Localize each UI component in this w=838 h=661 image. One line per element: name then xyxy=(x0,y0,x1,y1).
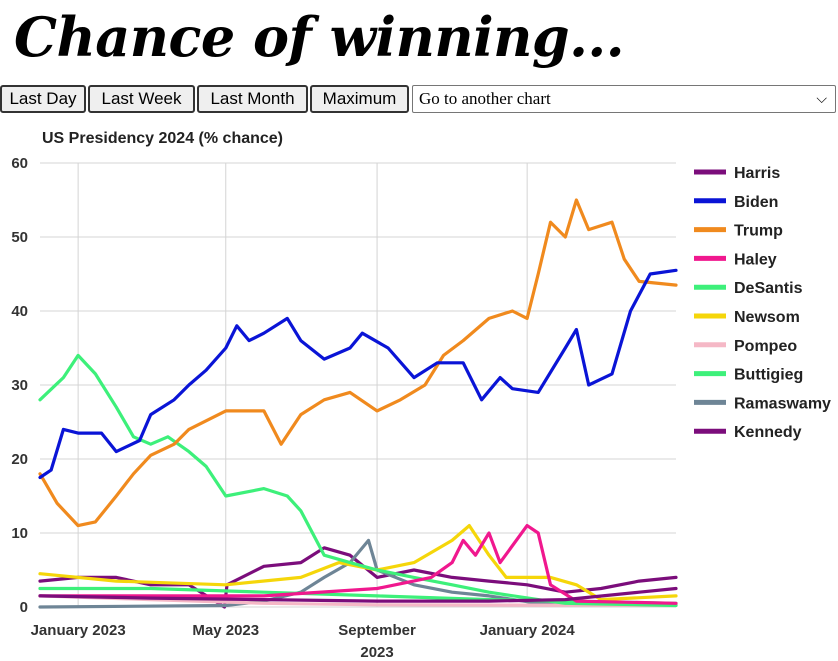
series-line-newsom xyxy=(38,524,678,602)
legend-label-desantis: DeSantis xyxy=(734,280,803,297)
series-line-desantis xyxy=(38,353,678,608)
y-tick-label: 20 xyxy=(11,451,28,468)
legend-label-trump: Trump xyxy=(734,223,783,240)
legend-label-haley: Haley xyxy=(734,251,777,268)
x-tick-label: January 2023 xyxy=(31,622,126,639)
legend-label-newsom: Newsom xyxy=(734,309,800,326)
y-tick-label: 60 xyxy=(11,155,28,172)
maximum-button[interactable]: Maximum xyxy=(310,85,409,113)
series-line-biden xyxy=(38,268,678,480)
chart: US Presidency 2024 (% chance) 0 10 20 30 40 50… xyxy=(11,130,831,661)
legend-label-ramaswamy: Ramaswamy xyxy=(734,395,831,412)
last-week-button[interactable]: Last Week xyxy=(88,85,195,113)
x-tick-label: May 2023 xyxy=(192,622,259,639)
toolbar: Last Day Last Week Last Month Maximum Go… xyxy=(0,85,838,113)
legend-label-kennedy: Kennedy xyxy=(734,424,802,441)
legend-label-biden: Biden xyxy=(734,194,778,211)
series-line-trump xyxy=(38,198,678,528)
series-line-haley xyxy=(38,524,678,605)
y-tick-label: 10 xyxy=(11,525,28,542)
legend-label-buttigieg: Buttigieg xyxy=(734,367,803,384)
legend-label-harris: Harris xyxy=(734,165,780,182)
last-month-button[interactable]: Last Month xyxy=(197,85,308,113)
y-tick-label: 50 xyxy=(11,229,28,246)
chart-select-value: Go to another chart xyxy=(419,89,551,108)
y-tick-label: 40 xyxy=(11,303,28,320)
page-title: Chance of winning... xyxy=(14,5,625,69)
y-tick-label: 0 xyxy=(20,599,28,616)
last-day-button[interactable]: Last Day xyxy=(0,85,86,113)
series-line-harris xyxy=(38,586,678,603)
y-tick-label: 30 xyxy=(11,377,28,394)
x-tick-label: January 2024 xyxy=(480,622,576,639)
chevron-down-icon: ⌵ xyxy=(816,91,827,107)
legend-label-pompeo: Pompeo xyxy=(734,338,797,355)
x-tick-label: September 2023 xyxy=(338,622,416,661)
chart-title: US Presidency 2024 (% chance) xyxy=(42,130,283,147)
chart-select[interactable]: Go to another chart ⌵ xyxy=(412,85,836,113)
